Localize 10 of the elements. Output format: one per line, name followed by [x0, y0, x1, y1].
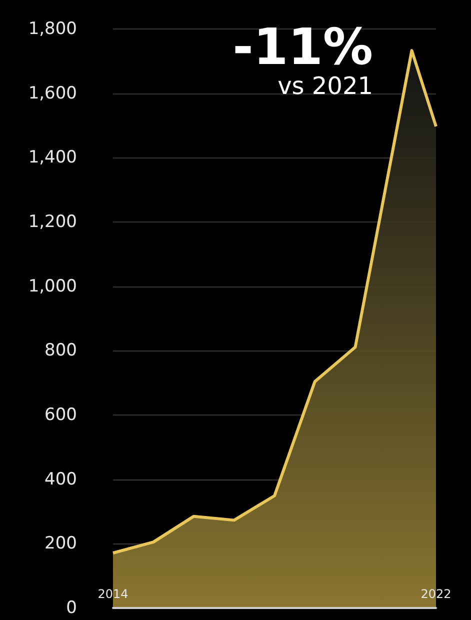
y-tick-label: 1,400	[28, 148, 77, 168]
y-tick-label: 1,200	[28, 212, 77, 232]
y-tick-label: 1,000	[28, 276, 77, 296]
y-tick-label: 1,600	[28, 83, 77, 104]
y-tick-label: 0	[66, 598, 77, 618]
y-tick-label: 800	[44, 340, 77, 361]
y-tick-label: 1,800	[28, 19, 77, 39]
y-tick-label: 200	[44, 534, 77, 554]
y-tick-label: 600	[44, 405, 77, 425]
y-tick-label: 400	[44, 469, 77, 490]
